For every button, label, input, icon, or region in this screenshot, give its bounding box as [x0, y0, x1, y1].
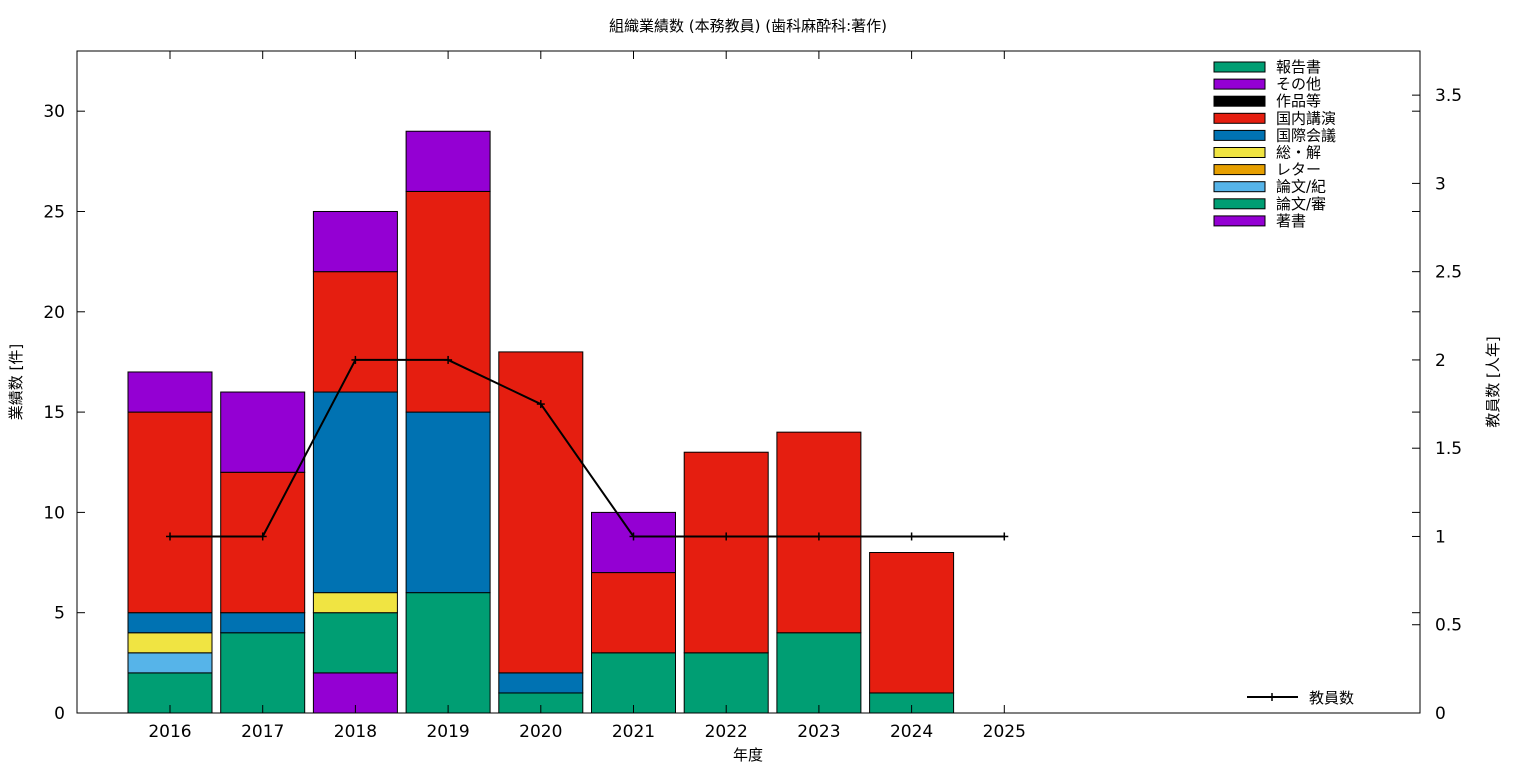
- bar-segment: [220, 632, 306, 714]
- bar-segment: [312, 612, 398, 674]
- legend-label: 作品等: [1276, 92, 1321, 110]
- legend-label: 総・解: [1276, 144, 1321, 162]
- x-tick-label: 2025: [983, 722, 1026, 742]
- chart-title: 組織業績数 (本務教員) (歯科麻酔科:著作): [609, 17, 887, 35]
- y2-tick-label: 0.5: [1435, 616, 1462, 636]
- bar-segment: [405, 411, 491, 594]
- bar-segment: [498, 672, 584, 694]
- legend-label: 著書: [1276, 212, 1306, 230]
- bar-segment: [405, 190, 491, 413]
- legend-label: その他: [1276, 75, 1321, 93]
- bar-segment: [591, 652, 676, 714]
- x-tick-label: 2019: [426, 722, 469, 742]
- legend-swatch: [1213, 112, 1266, 124]
- y-tick-label: 20: [43, 303, 65, 323]
- legend-swatch: [1213, 164, 1266, 176]
- legend-label: 論文/紀: [1276, 178, 1326, 196]
- bar-segment: [127, 652, 213, 674]
- x-tick-label: 2022: [705, 722, 748, 742]
- bar-segment: [312, 592, 398, 614]
- legend-label: 報告書: [1276, 58, 1321, 76]
- y-tick-label: 10: [43, 503, 65, 523]
- faculty-count-line: [170, 358, 1005, 538]
- bar-segment: [127, 371, 213, 413]
- y2-tick-label: 1.5: [1435, 439, 1462, 459]
- legend-swatch: [1213, 95, 1266, 107]
- bar-segment: [220, 391, 306, 473]
- bar-segment: [127, 411, 213, 614]
- y2-tick-label: 3.5: [1435, 86, 1462, 106]
- x-tick-label: 2016: [148, 722, 191, 742]
- y2-tick-label: 2.5: [1435, 263, 1462, 283]
- x-tick-label: 2018: [334, 722, 377, 742]
- y-tick-label: 30: [43, 102, 65, 122]
- bar-segment: [127, 612, 213, 634]
- bar-segment: [127, 632, 213, 654]
- y-tick-label: 15: [43, 403, 65, 423]
- legend-swatch: [1213, 147, 1266, 158]
- legend-label: レター: [1276, 161, 1321, 179]
- legend-swatch: [1213, 215, 1266, 227]
- x-tick-label: 2024: [890, 722, 933, 742]
- bar-segment: [220, 612, 306, 634]
- bar-segment: [776, 632, 862, 714]
- y-tick-label: 0: [54, 704, 65, 724]
- bar-segment: [591, 572, 676, 654]
- legend-label: 論文/審: [1276, 195, 1326, 213]
- legend-swatch: [1213, 78, 1266, 90]
- x-tick-label: 2020: [519, 722, 562, 742]
- legend-swatch: [1213, 61, 1266, 73]
- y-tick-label: 5: [54, 604, 65, 624]
- bar-segment: [220, 471, 306, 614]
- bar-segment: [405, 592, 491, 714]
- bar-segment: [498, 351, 584, 674]
- y2-tick-label: 2: [1435, 351, 1446, 371]
- y2-tick-label: 0: [1435, 704, 1446, 724]
- bar-segment: [405, 130, 491, 192]
- legend-label: 国内講演: [1276, 109, 1336, 127]
- x-tick-label: 2021: [612, 722, 655, 742]
- x-tick-label: 2017: [241, 722, 284, 742]
- legend-swatch: [1213, 198, 1266, 210]
- bar-segment: [312, 271, 398, 393]
- bar-segment: [312, 391, 398, 594]
- bar-segment: [683, 451, 769, 654]
- bar-segment: [312, 210, 398, 273]
- legend-line-label: 教員数: [1309, 689, 1354, 707]
- bar-segment: [591, 511, 676, 574]
- y-tick-label: 25: [43, 202, 65, 222]
- y2-tick-label: 3: [1435, 174, 1446, 194]
- x-axis-title: 年度: [733, 746, 763, 764]
- legend-swatch: [1213, 181, 1266, 193]
- legend-label: 国際会議: [1276, 126, 1336, 144]
- bar-segment: [683, 652, 769, 714]
- y2-tick-label: 1: [1435, 527, 1446, 547]
- legend-swatch: [1213, 129, 1266, 141]
- y2-axis-title: 教員数 [人年]: [1484, 336, 1502, 427]
- x-tick-label: 2023: [797, 722, 840, 742]
- bar-segment: [869, 552, 955, 694]
- bar-segment: [776, 431, 862, 634]
- y-axis-title: 業績数 [件]: [7, 344, 25, 420]
